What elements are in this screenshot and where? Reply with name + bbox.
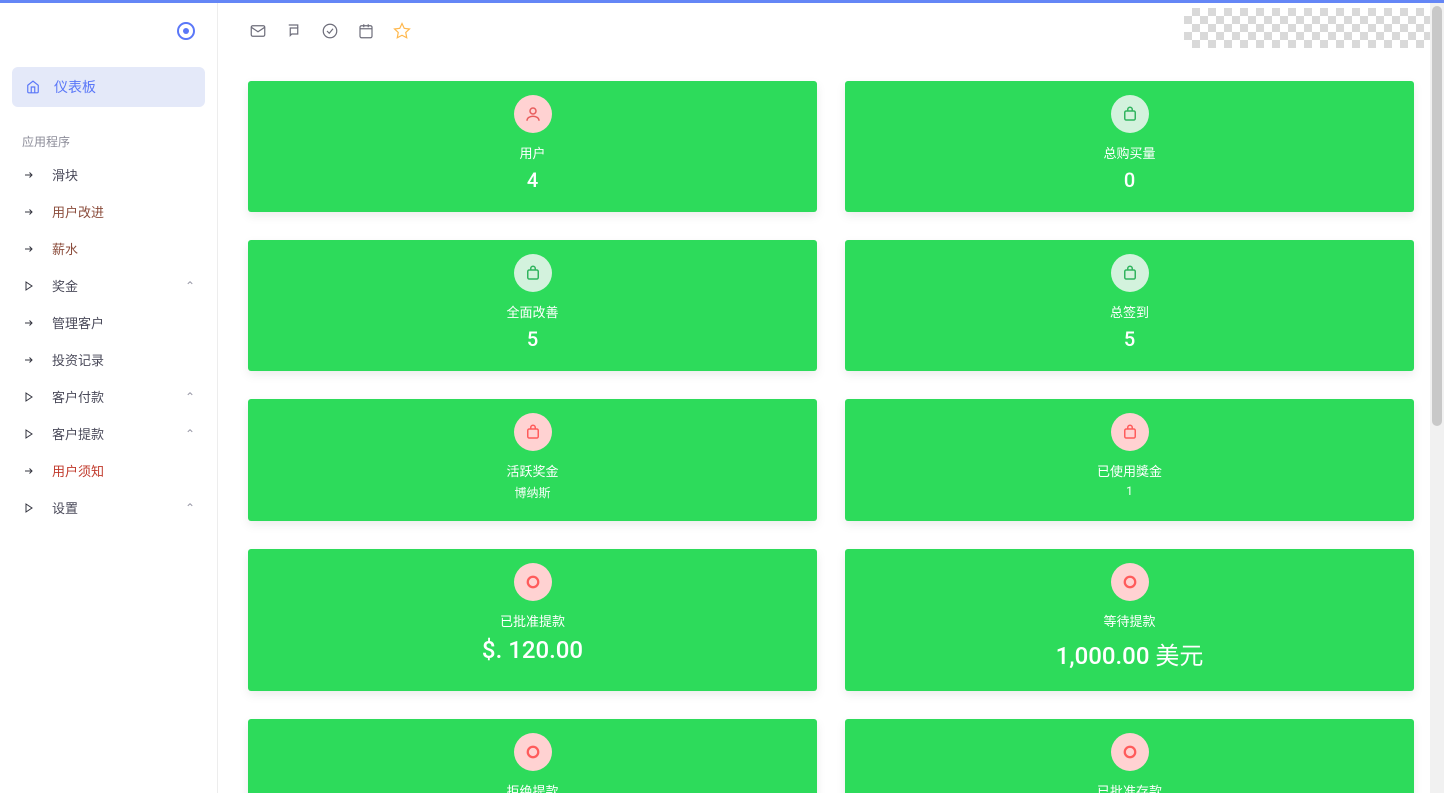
- sidebar-item-label: 奖金: [52, 276, 78, 295]
- sidebar-item-label: 设置: [52, 498, 78, 517]
- card-title: 总购买量: [1103, 143, 1155, 162]
- stat-card[interactable]: 已批准提款 $. 120.00: [248, 549, 817, 691]
- sidebar-item[interactable]: 投资记录: [0, 341, 217, 378]
- arrow-right-icon: [22, 206, 36, 218]
- card-title: 总签到: [1110, 302, 1149, 321]
- dashboard-grid: 用户4总购买量0全面改善5总签到5活跃奖金博纳斯已使用獎金1已批准提款$. 12…: [248, 81, 1414, 793]
- caret-right-icon: [22, 280, 36, 292]
- chat-icon[interactable]: [284, 21, 304, 41]
- card-value: 1,000.00 美元: [1056, 636, 1204, 671]
- sidebar-item-label: 仪表板: [54, 77, 96, 97]
- card-title: 拒绝提款: [506, 781, 558, 793]
- circ-icon: [514, 563, 552, 601]
- arrow-right-icon: [22, 169, 36, 181]
- arrow-right-icon: [22, 354, 36, 366]
- card-title: 活跃奖金: [506, 461, 558, 480]
- transparent-placeholder: [1184, 8, 1430, 48]
- card-title: 用户: [519, 143, 545, 162]
- user-icon: [514, 95, 552, 133]
- card-title: 全面改善: [506, 302, 558, 321]
- card-title: 等待提款: [1103, 611, 1155, 630]
- sidebar-item-label: 用户须知: [52, 461, 104, 480]
- stat-card[interactable]: 拒绝提款$. 0.00: [248, 719, 817, 793]
- circ-icon: [1111, 733, 1149, 771]
- sidebar-item-label: 客户提款: [52, 424, 104, 443]
- sidebar-item[interactable]: 滑块: [0, 156, 217, 193]
- chevron-up-icon: ⌃: [185, 427, 195, 441]
- sidebar-item-label: 管理客户: [52, 313, 104, 332]
- stat-card[interactable]: 全面改善 5: [248, 240, 817, 371]
- main-content: 用户4总购买量0全面改善5总签到5活跃奖金博纳斯已使用獎金1已批准提款$. 12…: [218, 59, 1444, 793]
- topbar-left: [248, 21, 412, 41]
- card-value: 0: [1124, 168, 1135, 192]
- bag-icon: [1111, 95, 1149, 133]
- card-value: 5: [527, 327, 538, 351]
- calendar-icon[interactable]: [356, 21, 376, 41]
- card-value: $. 120.00: [482, 636, 583, 664]
- arrow-right-icon: [22, 317, 36, 329]
- card-subtitle: 博纳斯: [514, 484, 550, 501]
- caret-right-icon: [22, 502, 36, 514]
- stat-card[interactable]: 已使用獎金 1: [845, 399, 1414, 521]
- arrow-right-icon: [22, 243, 36, 255]
- sidebar-item[interactable]: 用户改进: [0, 193, 217, 230]
- stat-card[interactable]: 活跃奖金博纳斯: [248, 399, 817, 521]
- sidebar-item[interactable]: 奖金 ⌃: [0, 267, 217, 304]
- stat-card[interactable]: 用户 4: [248, 81, 817, 212]
- circ-icon: [514, 733, 552, 771]
- sidebar-item-dashboard[interactable]: 仪表板: [12, 67, 205, 107]
- top-accent-border: [0, 0, 1444, 3]
- sidebar-item[interactable]: 薪水: [0, 230, 217, 267]
- star-icon[interactable]: [392, 21, 412, 41]
- card-title: 已使用獎金: [1097, 461, 1162, 480]
- bag-red-icon: [1111, 413, 1149, 451]
- sidebar-item[interactable]: 客户提款 ⌃: [0, 415, 217, 452]
- caret-right-icon: [22, 391, 36, 403]
- bag-icon: [514, 254, 552, 292]
- sidebar-item-label: 用户改进: [52, 202, 104, 221]
- card-title: 已批准存款: [1097, 781, 1162, 793]
- home-icon: [26, 79, 40, 95]
- sidebar-item-label: 投资记录: [52, 350, 104, 369]
- circ-icon: [1111, 563, 1149, 601]
- logo-icon[interactable]: [177, 22, 195, 40]
- caret-right-icon: [22, 428, 36, 440]
- sidebar-item[interactable]: 用户须知: [0, 452, 217, 489]
- stat-card[interactable]: 已批准存款55,000.00 美元: [845, 719, 1414, 793]
- mail-icon[interactable]: [248, 21, 268, 41]
- stat-card[interactable]: 总购买量 0: [845, 81, 1414, 212]
- chevron-up-icon: ⌃: [185, 279, 195, 293]
- bag-icon: [1111, 254, 1149, 292]
- sidebar: 仪表板 应用程序 滑块用户改进薪水奖金 ⌃ 管理客户投资记录客户付款 ⌃ 客户提款 ⌃ 用户…: [0, 3, 218, 793]
- sidebar-item[interactable]: 客户付款 ⌃: [0, 378, 217, 415]
- stat-card[interactable]: 等待提款 1,000.00 美元: [845, 549, 1414, 691]
- sidebar-item-label: 客户付款: [52, 387, 104, 406]
- sidebar-item[interactable]: 管理客户: [0, 304, 217, 341]
- sidebar-item-label: 滑块: [52, 165, 78, 184]
- chevron-up-icon: ⌃: [185, 390, 195, 404]
- bag-red-icon: [514, 413, 552, 451]
- arrow-right-icon: [22, 465, 36, 477]
- stat-card[interactable]: 总签到 5: [845, 240, 1414, 371]
- sidebar-item-label: 薪水: [52, 239, 78, 258]
- card-value: 4: [527, 168, 538, 192]
- card-subtitle: 1: [1126, 484, 1133, 498]
- chevron-up-icon: ⌃: [185, 501, 195, 515]
- card-title: 已批准提款: [500, 611, 565, 630]
- logo-area: [0, 3, 217, 59]
- check-circle-icon[interactable]: [320, 21, 340, 41]
- sidebar-item[interactable]: 设置 ⌃: [0, 489, 217, 526]
- card-value: 5: [1124, 327, 1135, 351]
- sidebar-section-label: 应用程序: [0, 115, 217, 156]
